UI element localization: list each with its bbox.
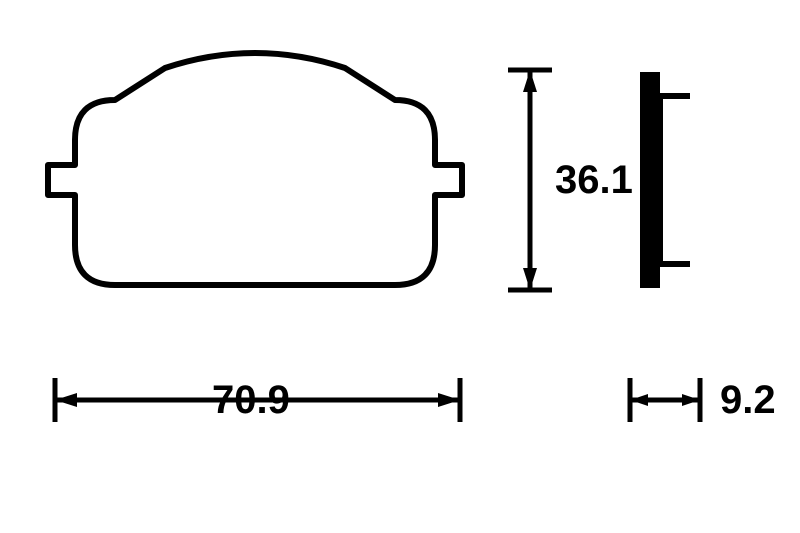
friction-pad-outline [660,96,690,264]
front-view [48,53,462,285]
drawing-canvas [0,0,800,533]
height-dimension [508,70,552,290]
side-view [640,72,690,288]
thickness-label: 9.2 [720,378,776,423]
width-label: 70.9 [212,378,290,423]
height-label: 36.1 [555,158,633,203]
pad-outline [48,53,462,285]
thickness-dimension [630,378,700,422]
